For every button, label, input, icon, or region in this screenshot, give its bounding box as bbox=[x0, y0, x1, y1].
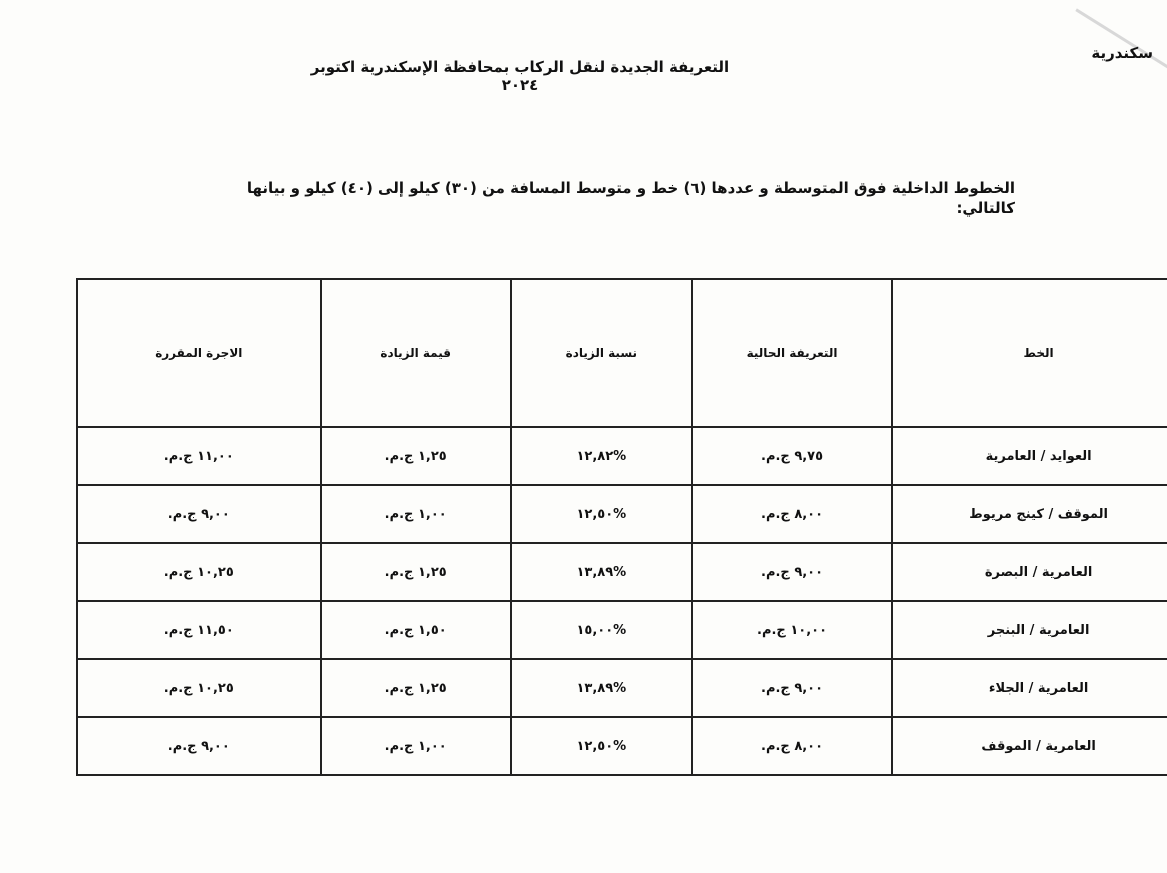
cell-new-fare: ٩,٠٠ ج.م. bbox=[76, 716, 322, 776]
cell-new-fare: ١١,٠٠ ج.م. bbox=[76, 426, 322, 486]
document-title: التعريفة الجديدة لنقل الركاب بمحافظة الإ… bbox=[310, 58, 730, 94]
table-row: العامرية / الموقف ٨,٠٠ ج.م. %١٢,٥٠ ١,٠٠ ج.م… bbox=[76, 716, 1167, 776]
cell-increase-percent: %١٣,٨٩ bbox=[509, 542, 693, 602]
table-row: العوايد / العامرية ٩,٧٥ ج.م. %١٢,٨٢ ١,٢٥ ج.… bbox=[76, 426, 1167, 486]
cell-increase-percent: %١٢,٥٠ bbox=[509, 484, 693, 544]
cell-current-fare: ٨,٠٠ ج.م. bbox=[690, 716, 894, 776]
cell-current-fare: ٩,٠٠ ج.م. bbox=[690, 542, 894, 602]
table-header-row: الخط التعريفة الحالية نسبة الزيادة قيمة … bbox=[76, 278, 1167, 428]
table-row: العامرية / الجلاء ٩,٠٠ ج.م. %١٣,٨٩ ١,٢٥ ج.م… bbox=[76, 658, 1167, 718]
table-row: العامرية / البصرة ٩,٠٠ ج.م. %١٣,٨٩ ١,٢٥ ج.م… bbox=[76, 542, 1167, 602]
cell-line: العامرية / البنجر bbox=[891, 600, 1167, 660]
cell-increase-percent: %١٢,٥٠ bbox=[509, 716, 693, 776]
cell-line: العامرية / البصرة bbox=[891, 542, 1167, 602]
cell-new-fare: ١٠,٢٥ ج.م. bbox=[76, 658, 322, 718]
document-subtitle: الخطوط الداخلية فوق المتوسطة و عددها (٦)… bbox=[246, 179, 1015, 217]
cell-current-fare: ٩,٠٠ ج.م. bbox=[690, 658, 894, 718]
cell-current-fare: ٨,٠٠ ج.م. bbox=[690, 484, 894, 544]
cell-increase-value: ١,٢٥ ج.م. bbox=[319, 426, 512, 486]
cell-increase-percent: %١٥,٠٠ bbox=[509, 600, 693, 660]
table-row: الموقف / كينج مريوط ٨,٠٠ ج.م. %١٢,٥٠ ١,٠٠ ج… bbox=[76, 484, 1167, 544]
header-new-fare: الاجرة المقررة bbox=[76, 278, 322, 428]
cell-line: العامرية / الجلاء bbox=[891, 658, 1167, 718]
header-corner-text: سكندرية bbox=[1091, 44, 1153, 62]
header-current-fare: التعريفة الحالية bbox=[690, 278, 894, 428]
cell-increase-value: ١,٠٠ ج.م. bbox=[319, 716, 512, 776]
header-increase-percent: نسبة الزيادة bbox=[509, 278, 693, 428]
header-increase-value: قيمة الزيادة bbox=[319, 278, 512, 428]
cell-new-fare: ١١,٥٠ ج.م. bbox=[76, 600, 322, 660]
cell-increase-value: ١,٠٠ ج.م. bbox=[319, 484, 512, 544]
cell-increase-percent: %١٣,٨٩ bbox=[509, 658, 693, 718]
paper-fold-mark bbox=[1075, 8, 1167, 75]
cell-current-fare: ١٠,٠٠ ج.م. bbox=[690, 600, 894, 660]
cell-increase-value: ١,٢٥ ج.م. bbox=[319, 542, 512, 602]
cell-increase-value: ١,٢٥ ج.م. bbox=[319, 658, 512, 718]
cell-increase-percent: %١٢,٨٢ bbox=[509, 426, 693, 486]
cell-increase-value: ١,٥٠ ج.م. bbox=[319, 600, 512, 660]
cell-line: العوايد / العامرية bbox=[891, 426, 1167, 486]
table-row: العامرية / البنجر ١٠,٠٠ ج.م. %١٥,٠٠ ١,٥٠ ج.… bbox=[76, 600, 1167, 660]
cell-line: العامرية / الموقف bbox=[891, 716, 1167, 776]
fare-table: الخط التعريفة الحالية نسبة الزيادة قيمة … bbox=[76, 278, 1167, 776]
cell-current-fare: ٩,٧٥ ج.م. bbox=[690, 426, 894, 486]
cell-line: الموقف / كينج مريوط bbox=[891, 484, 1167, 544]
cell-new-fare: ١٠,٢٥ ج.م. bbox=[76, 542, 322, 602]
cell-new-fare: ٩,٠٠ ج.م. bbox=[76, 484, 322, 544]
header-line: الخط bbox=[891, 278, 1167, 428]
